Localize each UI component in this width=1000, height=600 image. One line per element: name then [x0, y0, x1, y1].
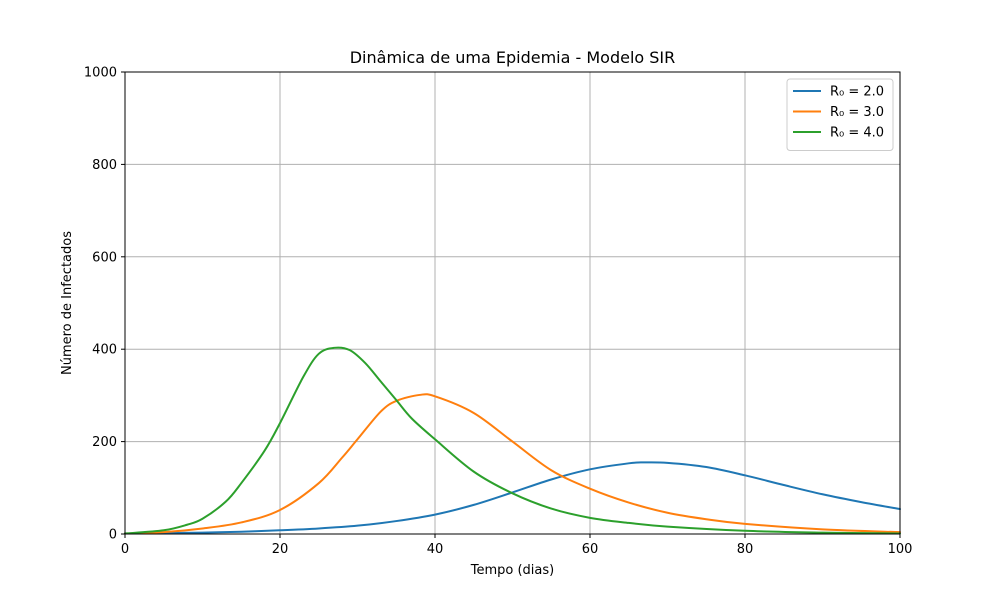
x-tick-label: 0 — [121, 542, 129, 557]
x-tick-label: 80 — [737, 542, 754, 557]
x-axis-title: Tempo (dias) — [470, 563, 554, 578]
y-axis-title: Número de Infectados — [60, 231, 75, 375]
chart-title: Dinâmica de uma Epidemia - Modelo SIR — [350, 48, 676, 67]
legend: R₀ = 2.0 R₀ = 3.0 R₀ = 4.0 — [786, 78, 894, 151]
x-tick-label: 40 — [427, 542, 444, 557]
y-tick-label: 200 — [92, 435, 117, 450]
y-tick-label: 400 — [92, 343, 117, 358]
x-tick-label: 60 — [582, 542, 599, 557]
y-tick-label: 600 — [92, 250, 117, 265]
legend-label-1: R₀ = 2.0 — [830, 85, 884, 100]
legend-label-3: R₀ = 4.0 — [830, 126, 884, 141]
series-line-2 — [124, 393, 901, 535]
y-tick-label: 0 — [109, 528, 117, 543]
x-tick-label: 100 — [888, 542, 913, 557]
grid — [125, 72, 900, 534]
series-layer — [124, 346, 901, 535]
y-tick-label: 800 — [92, 158, 117, 173]
y-tick-label: 1000 — [84, 66, 117, 81]
legend-label-2: R₀ = 3.0 — [830, 105, 884, 120]
series-line-1 — [124, 461, 901, 535]
series-line-3 — [124, 346, 901, 535]
x-tick-label: 20 — [272, 542, 289, 557]
plot-frame — [124, 71, 901, 535]
